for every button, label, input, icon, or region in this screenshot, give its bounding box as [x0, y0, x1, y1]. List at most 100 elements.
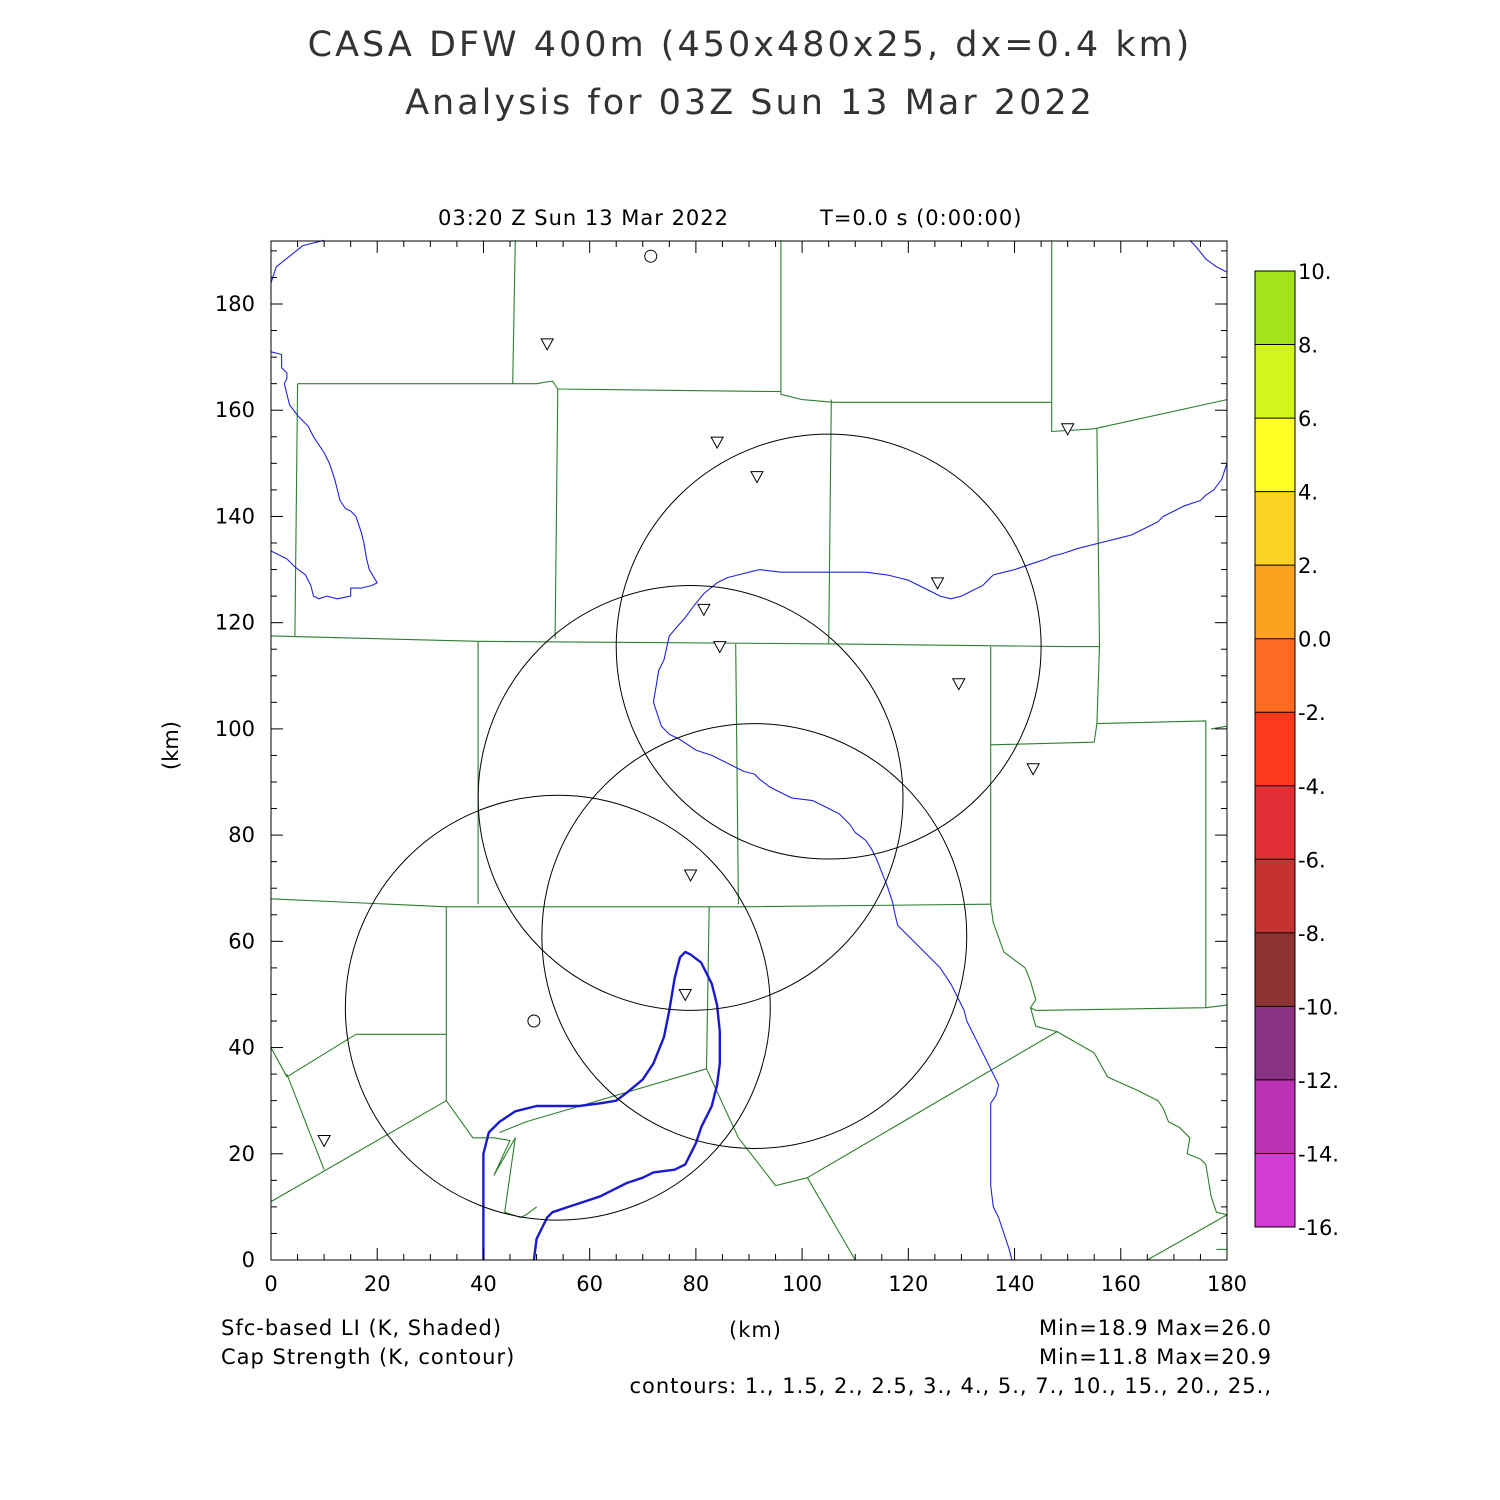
county-line — [270, 635, 1100, 648]
x-tick-label: 20 — [364, 1272, 391, 1296]
y-tick-label: 120 — [215, 611, 255, 635]
y-tick-label: 100 — [215, 717, 255, 741]
y-tick-labels: 0 20 40 60 80 100 120 140 160 180 — [215, 292, 255, 1272]
colorbar-segment — [1255, 932, 1295, 1007]
shaded-field-label: Sfc-based LI (K, Shaded) — [221, 1316, 503, 1340]
x-tick-label: 60 — [576, 1272, 603, 1296]
y-tick-label: 40 — [228, 1036, 255, 1060]
county-line — [554, 388, 559, 639]
x-tick-label: 160 — [1101, 1272, 1141, 1296]
station-triangle-marker — [1060, 423, 1075, 436]
water-line — [1189, 239, 1228, 273]
county-line — [806, 1177, 856, 1261]
colorbar-segment — [1255, 712, 1295, 786]
station-triangle-marker — [317, 1135, 331, 1148]
county-line — [1096, 720, 1207, 1008]
county-line — [512, 240, 516, 384]
colorbar-segment — [1255, 785, 1295, 860]
colorbar-segment — [1255, 859, 1295, 933]
colorbar-label: -14. — [1298, 1142, 1339, 1166]
colorbar-segment — [1255, 1153, 1295, 1227]
county-line — [705, 906, 710, 1069]
station-triangle-marker — [697, 603, 711, 617]
x-tick-label: 80 — [683, 1272, 710, 1296]
x-tick-label: 0 — [264, 1272, 277, 1296]
colorbar-label: -8. — [1298, 922, 1326, 946]
x-tick-label: 180 — [1207, 1272, 1247, 1296]
colorbar-segment — [1255, 565, 1295, 639]
x-tick-label: 140 — [995, 1272, 1035, 1296]
county-line — [286, 1073, 325, 1170]
plot-area — [271, 241, 1227, 1260]
colorbar-label: -2. — [1298, 701, 1326, 725]
county-line — [294, 383, 299, 636]
station-triangle-marker — [951, 678, 966, 691]
station-triangle-marker — [678, 988, 693, 1002]
radar-range-ring — [541, 723, 968, 1149]
y-tick-label: 180 — [215, 292, 255, 316]
station-circle-marker — [527, 1014, 541, 1028]
county-boundaries — [270, 240, 1228, 1261]
contour-min-max: Min=11.8 Max=20.9 — [1038, 1345, 1272, 1369]
y-tick-label: 20 — [228, 1142, 255, 1166]
station-triangle-marker — [540, 338, 555, 351]
colorbar-label: -10. — [1298, 995, 1339, 1019]
map-background — [271, 241, 1227, 1260]
station-triangle-marker — [683, 869, 698, 882]
county-line — [990, 646, 1228, 1011]
x-tick-label: 100 — [782, 1272, 822, 1296]
x-axis-label: (km) — [729, 1318, 783, 1342]
station-markers — [317, 249, 1075, 1148]
colorbar-segment — [1255, 418, 1295, 492]
axis-ticks — [270, 241, 1228, 1261]
county-line — [706, 1031, 1058, 1187]
colorbar-segment — [1255, 638, 1295, 713]
shaded-min-max: Min=18.9 Max=26.0 — [1038, 1316, 1272, 1340]
x-tick-label: 40 — [470, 1272, 497, 1296]
radar-range-ring — [344, 794, 771, 1221]
colorbar-label: 2. — [1298, 554, 1318, 578]
colorbar-label: -12. — [1298, 1069, 1339, 1093]
colorbar-segment — [1255, 491, 1295, 566]
colorbar: 10. 8. 6. 4. 2. 0.0 -2. -4. -6. -8. -10. -12. -14. -1… — [1254, 260, 1339, 1240]
contour-levels: contours: 1., 1.5, 2., 2.5, 3., 4., 5., … — [629, 1374, 1272, 1398]
x-tick-label: 120 — [888, 1272, 928, 1296]
main-title: CASA DFW 400m (450x480x25, dx=0.4 km) — [307, 25, 1193, 65]
station-triangle-marker — [710, 436, 724, 450]
colorbar-label: -4. — [1298, 775, 1326, 799]
station-circle-marker — [644, 249, 658, 263]
county-line — [1029, 1007, 1228, 1216]
county-line — [828, 399, 832, 644]
station-triangle-marker — [712, 641, 727, 654]
x-tick-labels: 0 20 40 60 80 100 120 140 160 180 — [264, 1272, 1247, 1296]
colorbar-label: 6. — [1298, 407, 1318, 431]
county-line — [270, 1100, 537, 1219]
station-triangle-marker — [750, 471, 764, 484]
colorbar-label: -6. — [1298, 848, 1326, 872]
colorbar-segment — [1255, 1006, 1295, 1080]
station-triangle-marker — [930, 577, 945, 590]
cap-strength-contour — [482, 950, 721, 1261]
water-line — [652, 463, 1228, 1261]
colorbar-label: 8. — [1298, 334, 1318, 358]
county-line — [270, 898, 991, 908]
water-line — [270, 239, 325, 283]
colorbar-label: 0.0 — [1298, 628, 1331, 652]
colorbar-label: -16. — [1298, 1216, 1339, 1240]
water-line — [270, 351, 378, 600]
county-line — [1211, 725, 1228, 730]
y-tick-label: 140 — [215, 504, 255, 528]
y-tick-label: 80 — [228, 823, 255, 847]
sub-title: Analysis for 03Z Sun 13 Mar 2022 — [405, 83, 1095, 123]
plot-t-label: T=0.0 s (0:00:00) — [819, 206, 1022, 230]
county-line — [735, 643, 739, 905]
county-line — [499, 1068, 707, 1134]
county-line — [297, 380, 1228, 433]
y-axis-label: (km) — [159, 721, 183, 770]
colorbar-label: 4. — [1298, 481, 1318, 505]
station-triangle-marker — [1026, 763, 1040, 776]
county-line — [1147, 1214, 1228, 1261]
contour-field-label: Cap Strength (K, contour) — [221, 1345, 516, 1369]
radar-range-rings — [344, 433, 1042, 1221]
